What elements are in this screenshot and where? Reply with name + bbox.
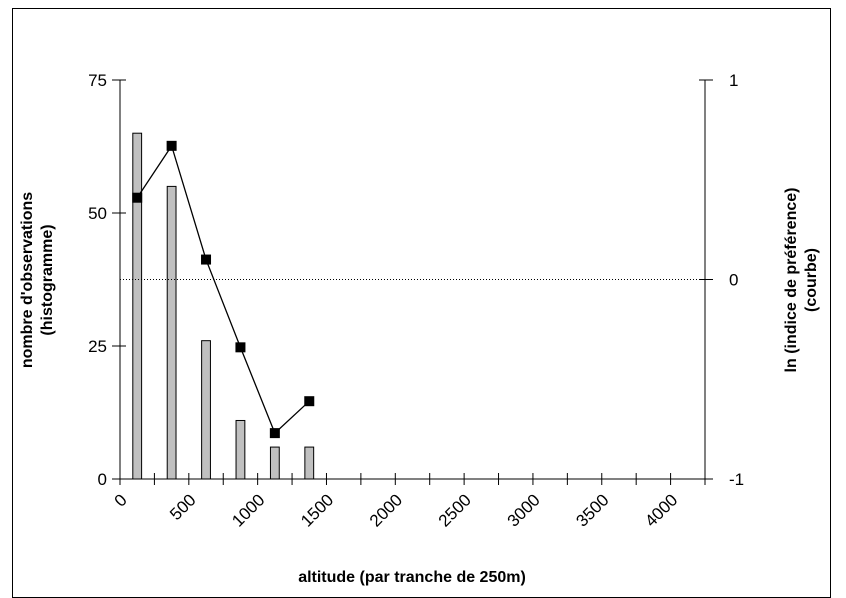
y-right-tick-label: -1 [729, 470, 744, 489]
chart-frame [12, 8, 831, 598]
line-marker [269, 428, 280, 439]
bar [166, 185, 177, 480]
y-right-tick-label: 1 [729, 71, 738, 90]
x-tick-label: 3500 [572, 490, 612, 530]
y-left-tick-label: 50 [88, 204, 107, 223]
line-marker [235, 342, 246, 353]
y-left-tick-label: 75 [88, 71, 107, 90]
y-axis-right-title-line2: (courbe) [803, 248, 820, 312]
bar [235, 419, 246, 480]
y-right-tick-label: 0 [729, 271, 738, 290]
x-tick-label: 1500 [297, 490, 337, 530]
y-axis-left-title-line1: nombre d'observations [19, 192, 36, 368]
y-axis-left-title-line2: (histogramme) [39, 224, 56, 335]
y-left-tick-label: 0 [98, 470, 107, 489]
bar [304, 446, 315, 480]
line-series-path [136, 144, 310, 435]
x-tick-label: 0 [111, 490, 131, 510]
y-axis-left-title: nombre d'observations (histogramme) [19, 192, 56, 368]
bars-layer [132, 132, 315, 480]
x-tick-label: 1000 [228, 490, 268, 530]
x-tick-label: 3000 [504, 490, 544, 530]
bar [269, 446, 280, 480]
x-tick-label: 2500 [435, 490, 475, 530]
y-left-tick-label: 25 [88, 337, 107, 356]
line-marker [166, 140, 177, 151]
labels-layer: 0 500 1000 1500 2000 2500 3000 3500 4000 0 25 50 75 -… [88, 71, 744, 531]
x-axis-title: altitude (par tranche de 250m) [298, 569, 526, 586]
bar [201, 340, 211, 480]
y-axis-right-title: ln (indice de préférence) (courbe) [783, 188, 820, 373]
axes-layer [112, 79, 713, 485]
line-layer [132, 140, 315, 439]
line-marker [201, 254, 212, 265]
bar [132, 132, 143, 480]
x-tick-label: 500 [166, 490, 199, 523]
line-marker [132, 192, 143, 203]
x-tick-label: 4000 [641, 490, 681, 530]
line-marker [304, 396, 315, 407]
x-tick-label: 2000 [366, 490, 406, 530]
y-axis-right-title-line1: ln (indice de préférence) [783, 188, 800, 373]
